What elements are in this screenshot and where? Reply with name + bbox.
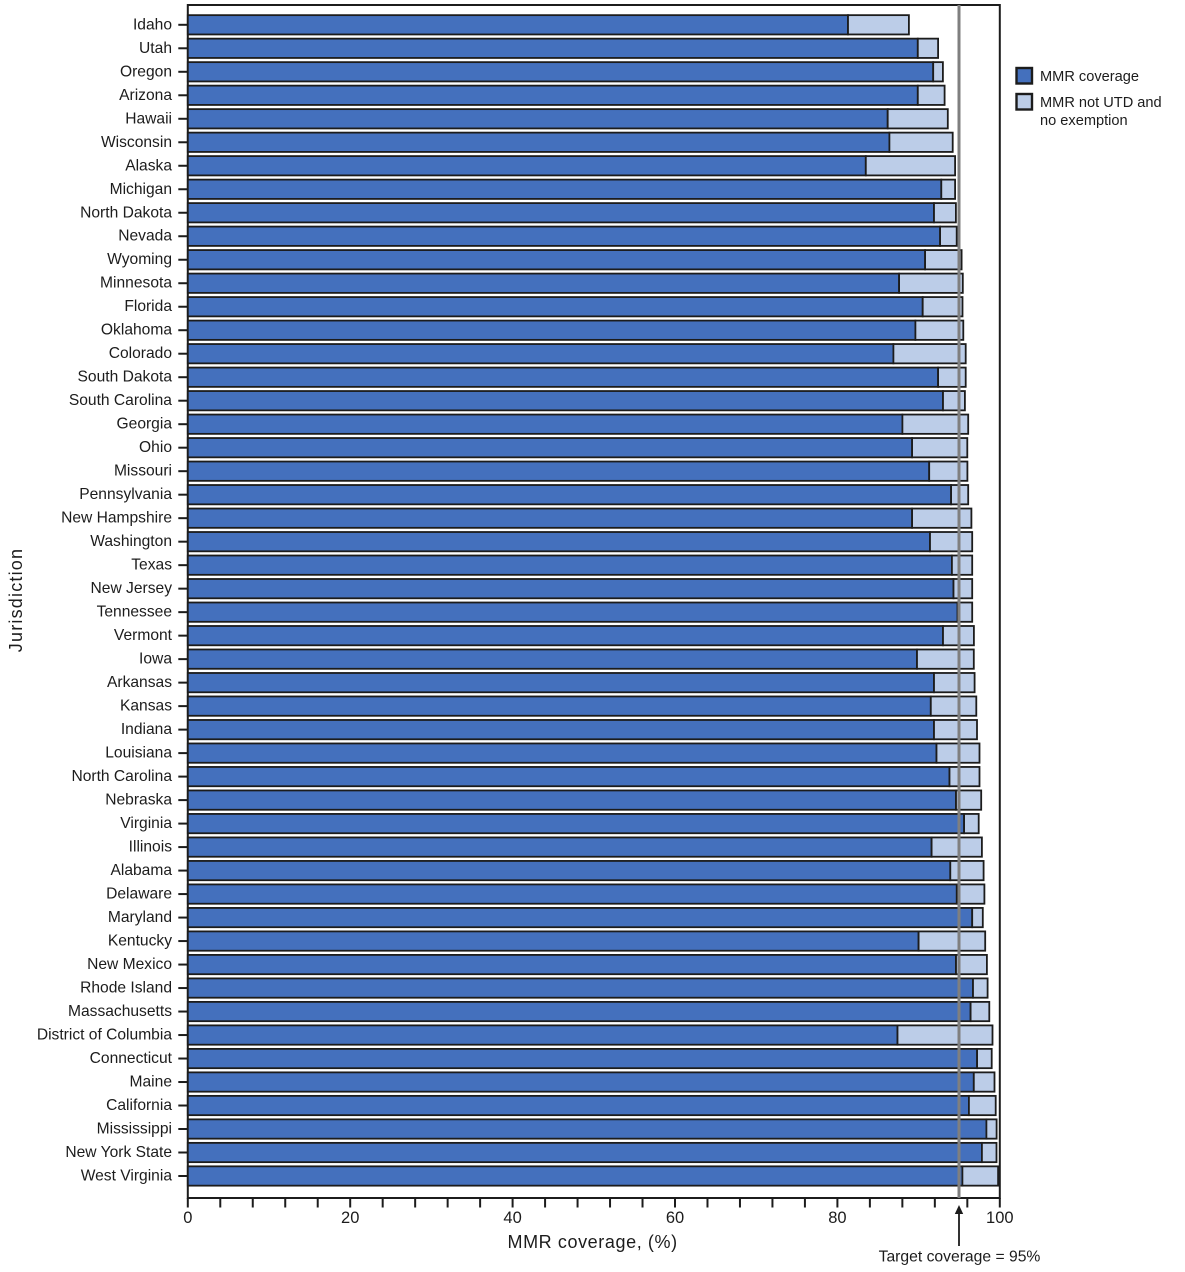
svg-text:South Carolina: South Carolina — [69, 392, 172, 409]
svg-text:Illinois: Illinois — [129, 839, 173, 856]
svg-text:Tennessee: Tennessee — [97, 604, 172, 621]
svg-text:Target coverage = 95%: Target coverage = 95% — [879, 1249, 1041, 1266]
svg-text:West Virginia: West Virginia — [81, 1168, 173, 1185]
svg-text:Vermont: Vermont — [114, 627, 173, 644]
svg-text:Maryland: Maryland — [108, 909, 172, 926]
svg-text:80: 80 — [828, 1209, 846, 1227]
svg-text:MMR coverage, (%): MMR coverage, (%) — [507, 1232, 677, 1252]
svg-text:Alabama: Alabama — [110, 862, 172, 879]
svg-text:Texas: Texas — [131, 557, 172, 574]
svg-text:Kentucky: Kentucky — [108, 933, 172, 950]
svg-text:Connecticut: Connecticut — [90, 1050, 173, 1067]
svg-text:Mississippi: Mississippi — [97, 1121, 172, 1138]
svg-text:California: California — [106, 1097, 172, 1114]
svg-text:Kansas: Kansas — [120, 698, 172, 715]
svg-text:Delaware: Delaware — [106, 886, 172, 903]
svg-text:New Jersey: New Jersey — [91, 580, 173, 597]
svg-text:District of Columbia: District of Columbia — [37, 1027, 173, 1044]
svg-text:40: 40 — [503, 1209, 521, 1227]
svg-text:Nevada: Nevada — [118, 228, 172, 245]
svg-text:Arkansas: Arkansas — [107, 674, 172, 691]
svg-text:Oregon: Oregon — [120, 63, 172, 80]
svg-text:MMR coverage: MMR coverage — [1040, 69, 1139, 85]
svg-text:MMR not UTD and: MMR not UTD and — [1040, 95, 1162, 111]
svg-text:20: 20 — [341, 1209, 359, 1227]
svg-text:South Dakota: South Dakota — [78, 369, 173, 386]
svg-text:60: 60 — [666, 1209, 684, 1227]
svg-text:North Carolina: North Carolina — [71, 768, 172, 785]
svg-text:New Mexico: New Mexico — [87, 956, 172, 973]
svg-text:0: 0 — [183, 1209, 192, 1227]
svg-text:Jurisdiction: Jurisdiction — [6, 548, 26, 652]
svg-text:Alaska: Alaska — [125, 157, 172, 174]
svg-text:Utah: Utah — [139, 40, 172, 57]
svg-text:New Hampshire: New Hampshire — [61, 510, 172, 527]
svg-text:Missouri: Missouri — [114, 463, 172, 480]
svg-text:Maine: Maine — [130, 1074, 172, 1091]
svg-text:Virginia: Virginia — [120, 815, 172, 832]
svg-text:Indiana: Indiana — [121, 721, 172, 738]
svg-text:Idaho: Idaho — [133, 16, 172, 33]
svg-text:Ohio: Ohio — [139, 439, 172, 456]
svg-text:100: 100 — [986, 1209, 1014, 1227]
svg-text:no exemption: no exemption — [1040, 113, 1128, 129]
svg-text:Florida: Florida — [124, 298, 172, 315]
svg-text:Oklahoma: Oklahoma — [101, 322, 172, 339]
svg-text:Iowa: Iowa — [139, 651, 172, 668]
svg-text:Arizona: Arizona — [119, 87, 172, 104]
svg-text:Massachusetts: Massachusetts — [68, 1003, 172, 1020]
svg-text:Georgia: Georgia — [117, 416, 173, 433]
svg-text:North Dakota: North Dakota — [80, 204, 172, 221]
svg-text:Nebraska: Nebraska — [105, 792, 172, 809]
svg-text:Minnesota: Minnesota — [100, 275, 172, 292]
svg-text:Michigan: Michigan — [110, 181, 172, 198]
svg-text:Louisiana: Louisiana — [105, 745, 172, 762]
svg-text:Colorado: Colorado — [109, 345, 173, 362]
svg-text:Wyoming: Wyoming — [107, 251, 172, 268]
svg-text:New York State: New York State — [65, 1144, 172, 1161]
svg-text:Wisconsin: Wisconsin — [101, 134, 172, 151]
svg-text:Pennsylvania: Pennsylvania — [79, 486, 172, 503]
svg-text:Hawaii: Hawaii — [125, 110, 172, 127]
svg-text:Rhode Island: Rhode Island — [80, 980, 172, 997]
svg-text:Washington: Washington — [90, 533, 172, 550]
